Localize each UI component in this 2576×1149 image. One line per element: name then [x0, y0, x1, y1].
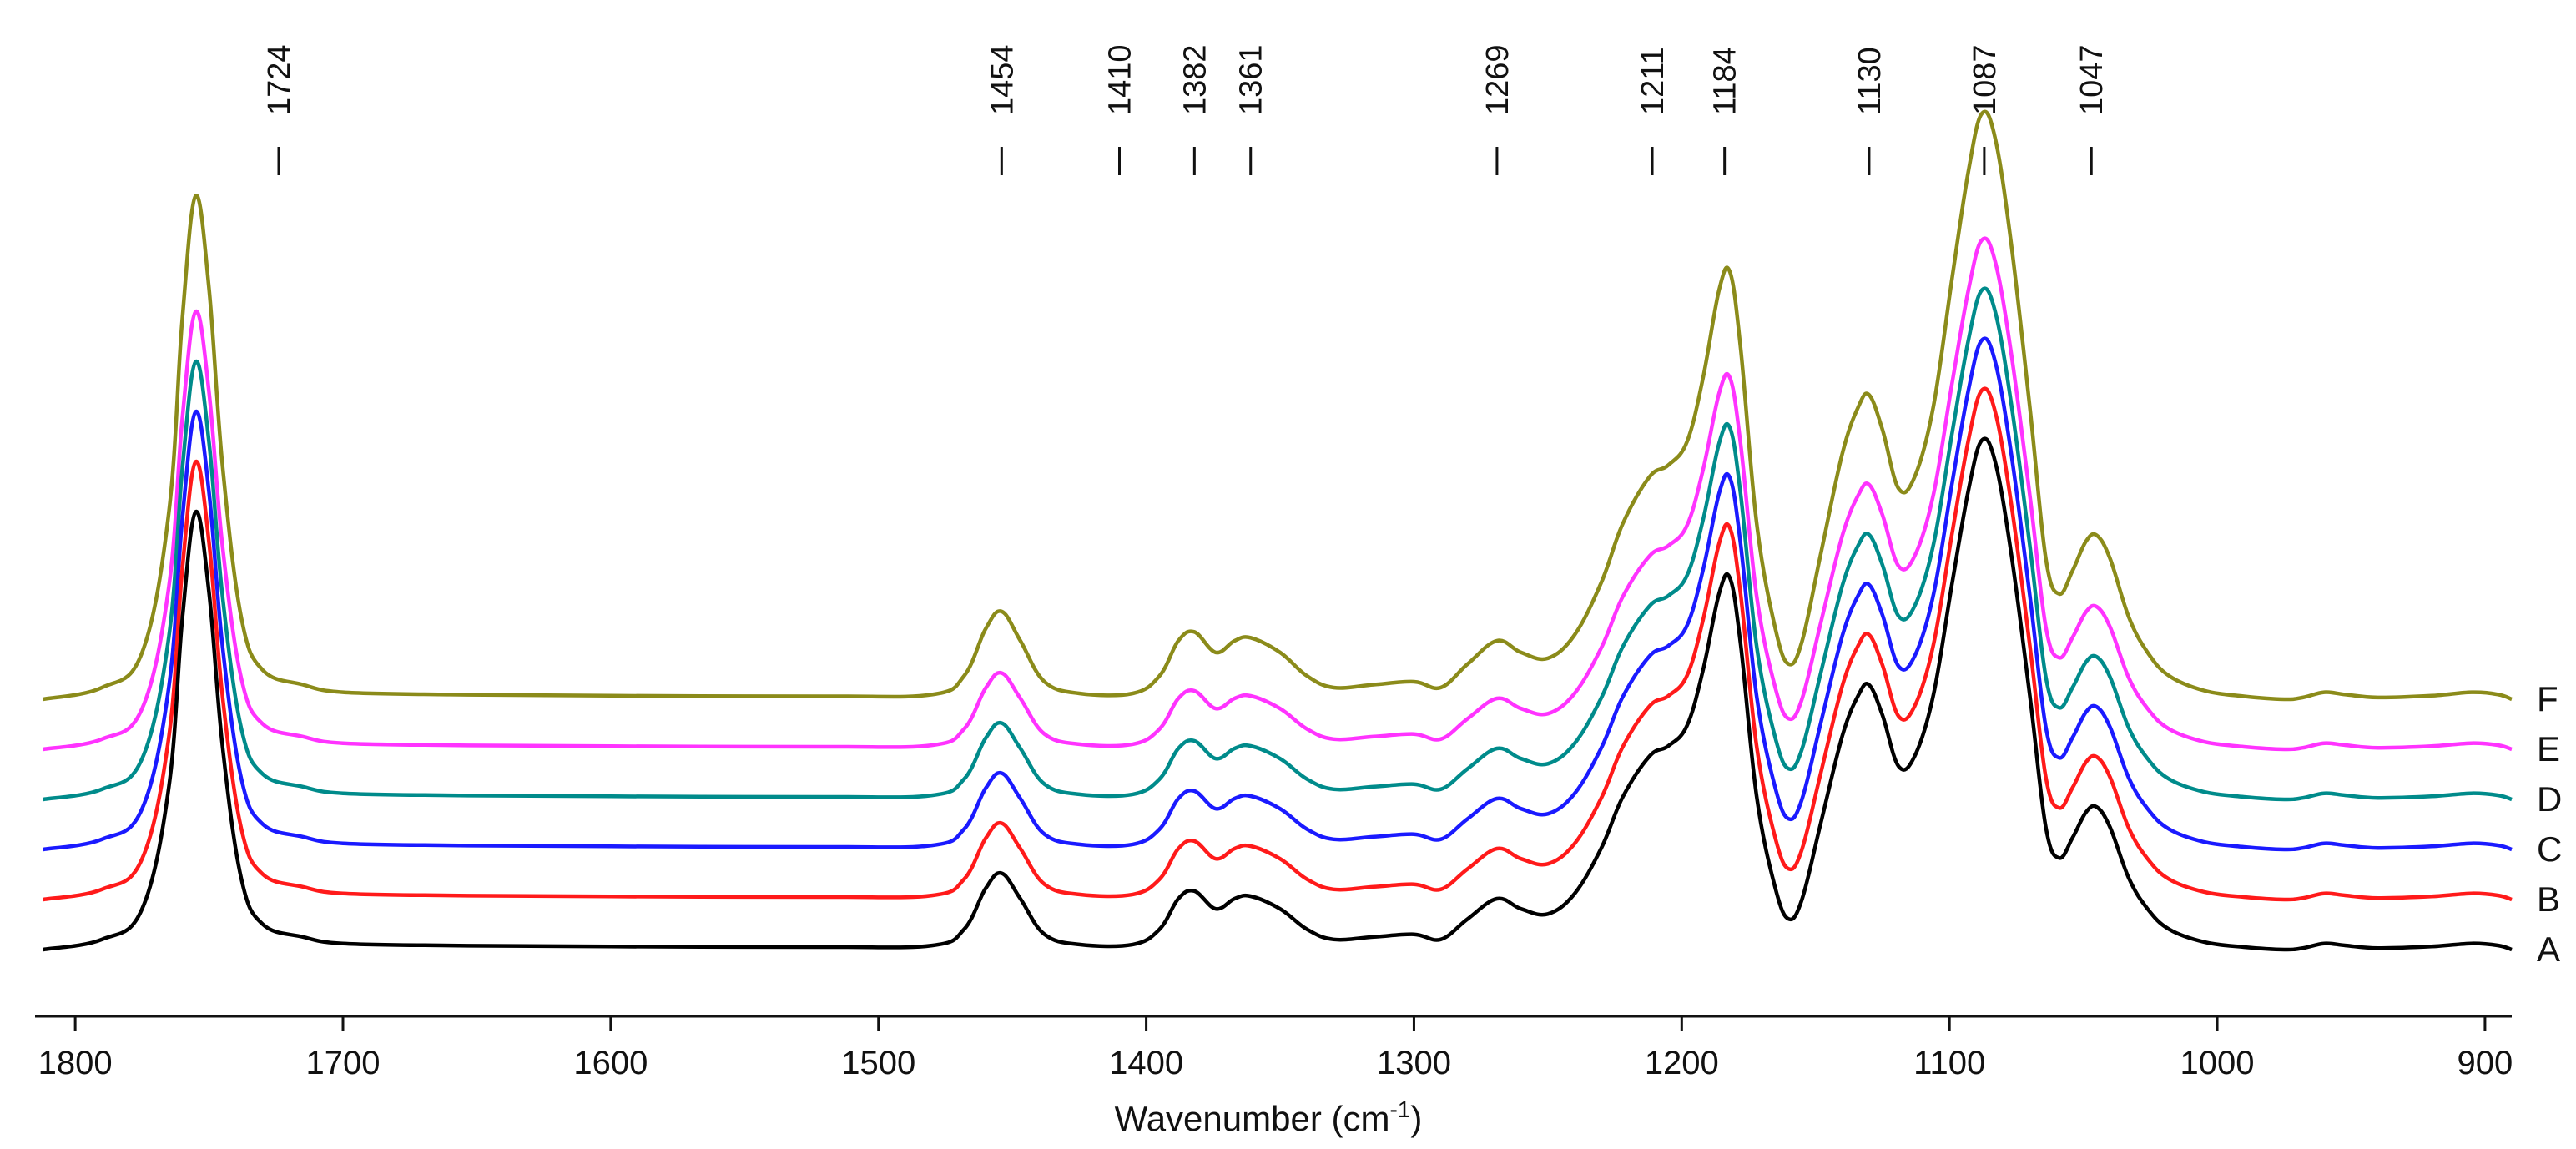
x-axis-title-end: ) [1410, 1099, 1422, 1138]
x-axis-title-superscript: -1 [1389, 1096, 1410, 1122]
series-label-C: C [2537, 829, 2562, 869]
peak-label-1724: 1724 [262, 44, 297, 115]
series-line-D [43, 286, 2513, 802]
series-label-F: F [2537, 679, 2558, 718]
peak-label-1269: 1269 [1480, 44, 1515, 115]
x-tick-label-1700: 1700 [306, 1045, 381, 1081]
series-line-A [43, 436, 2513, 952]
x-tick-label-1800: 1800 [38, 1045, 113, 1081]
x-ticks: 1800 1700 1600 1500 1400 1300 1200 1100 1000 900 [38, 1016, 2513, 1081]
series-label-E: E [2537, 729, 2560, 769]
x-tick-label-1500: 1500 [841, 1045, 915, 1081]
peak-label-1130: 1130 [1853, 47, 1888, 115]
x-tick-label-1300: 1300 [1377, 1045, 1451, 1081]
series-label-A: A [2537, 930, 2560, 969]
peak-label-1087: 1087 [1968, 44, 2003, 115]
peak-label-1184: 1184 [1708, 47, 1743, 115]
peak-markers: 1724 1454 1410 1382 1361 1269 1211 1184 1130 1087… [262, 44, 2110, 175]
peak-label-1454: 1454 [985, 44, 1020, 115]
x-tick-label-1600: 1600 [573, 1045, 648, 1081]
series-line-F [43, 109, 2513, 702]
x-tick-label-900: 900 [2458, 1045, 2513, 1081]
peak-label-1382: 1382 [1177, 44, 1212, 115]
x-tick-label-1400: 1400 [1109, 1045, 1183, 1081]
x-tick-label-1000: 1000 [2180, 1045, 2255, 1081]
series-label-B: B [2537, 879, 2560, 919]
series-layer [43, 109, 2513, 952]
x-axis-title: Wavenumber (cm-1) [1115, 1096, 1423, 1138]
series-line-B [43, 386, 2513, 902]
peak-label-1361: 1361 [1234, 44, 1269, 115]
peak-label-1211: 1211 [1636, 47, 1671, 115]
x-axis-title-main: Wavenumber (cm [1115, 1099, 1390, 1138]
series-label-D: D [2537, 779, 2562, 819]
x-tick-label-1100: 1100 [1913, 1045, 1985, 1081]
peak-label-1047: 1047 [2074, 44, 2110, 115]
series-line-C [43, 336, 2513, 852]
peak-label-1410: 1410 [1103, 44, 1138, 115]
series-line-E [43, 236, 2513, 752]
x-tick-label-1200: 1200 [1645, 1045, 1719, 1081]
